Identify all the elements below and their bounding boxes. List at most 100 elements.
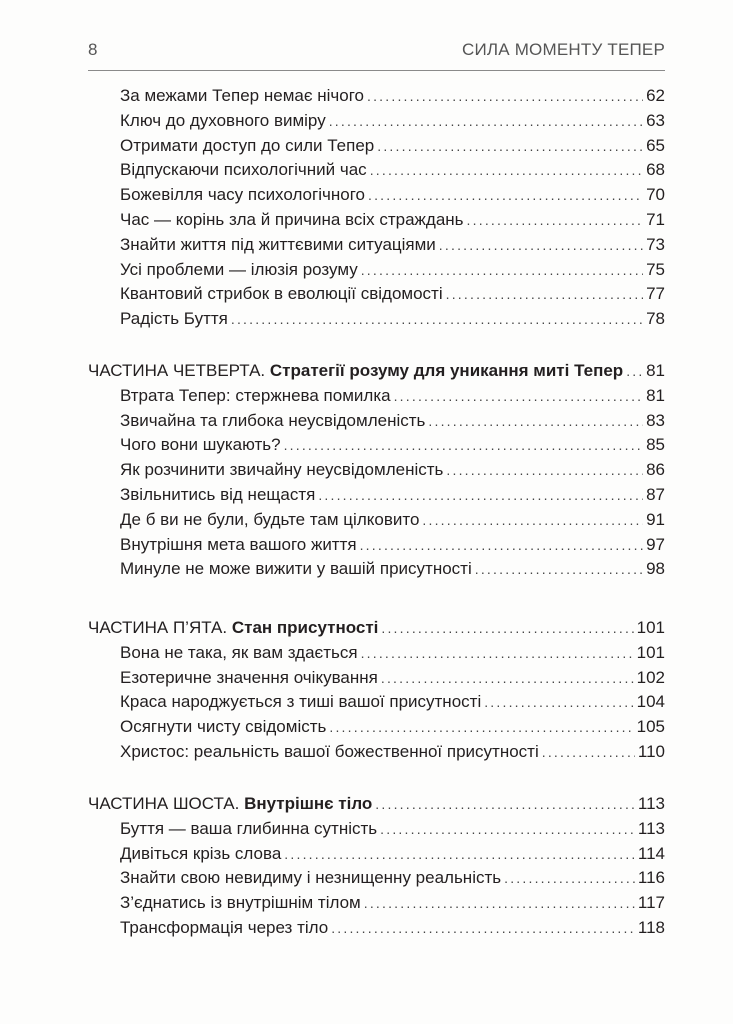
entry-title: З’єднатись із внутрішнім тілом: [120, 893, 361, 913]
toc-entry[interactable]: Езотеричне значення очікування 102: [88, 668, 665, 693]
dot-leader: [484, 694, 633, 710]
dot-leader: [361, 262, 643, 278]
dot-leader: [318, 487, 643, 503]
toc-entry[interactable]: Вона не така, як вам здається 101: [88, 643, 665, 668]
toc-entry[interactable]: Внутрішня мета вашого життя 97: [88, 535, 665, 560]
page-ref: 117: [637, 893, 665, 913]
page-ref: 83: [646, 410, 665, 430]
toc-entry[interactable]: За межами Тепер немає нічого 62: [88, 86, 665, 111]
dot-leader: [504, 870, 635, 886]
toc-entry[interactable]: Звільнитись від нещастя 87: [88, 485, 665, 510]
toc-entry[interactable]: Втрата Тепер: стержнева помилка 81: [88, 386, 665, 411]
entry-title: Буття — ваша глибинна сутність: [120, 818, 378, 838]
toc-entry[interactable]: Як розчинити звичайну неусвідомленість 86: [88, 460, 665, 485]
entry-title: Ключ до духовного виміру: [120, 110, 326, 130]
dot-leader: [284, 846, 635, 862]
dot-leader: [381, 670, 634, 686]
page-ref: 78: [646, 309, 665, 329]
entry-title: Звільнитись від нещастя: [120, 484, 316, 504]
dot-leader: [446, 462, 643, 478]
entry-title: Відпускаючи психологічний час: [120, 160, 367, 180]
entry-title: Езотеричне значення очікування: [120, 667, 378, 687]
page-ref: 86: [646, 460, 665, 480]
page-ref: 70: [646, 185, 665, 205]
dot-leader: [329, 719, 633, 735]
dot-leader: [370, 162, 643, 178]
page-ref: 118: [637, 917, 665, 937]
entry-title: Звичайна та глибока неусвідомленість: [120, 410, 426, 430]
toc-entry[interactable]: Звичайна та глибока неусвідомленість 83: [88, 411, 665, 436]
toc-entry[interactable]: Буття — ваша глибинна сутність 113: [88, 819, 665, 844]
dot-leader: [467, 212, 644, 228]
toc-entry[interactable]: Дивіться крізь слова 114: [88, 844, 665, 869]
entry-title: Втрата Тепер: стержнева помилка: [120, 385, 391, 405]
entry-title: Радість Буття: [120, 309, 228, 329]
page-number: 8: [88, 40, 98, 59]
page-ref: 114: [637, 843, 665, 863]
page-ref: 102: [636, 667, 665, 687]
toc-entry[interactable]: Радість Буття 78: [88, 309, 665, 334]
page-ref: 81: [646, 361, 665, 380]
entry-title: Квантовий стрибок в еволюції свідомості: [120, 284, 443, 304]
toc-entry[interactable]: Знайти життя під життєвими ситуаціями 73: [88, 235, 665, 260]
entry-title: Христос: реальність вашої божественної п…: [120, 741, 539, 761]
toc-section: ЧАСТИНА ЧЕТВЕРТА. Стратегії розуму для у…: [88, 361, 665, 584]
toc-entry[interactable]: Квантовий стрибок в еволюції свідомості 7…: [88, 284, 665, 309]
toc-entry[interactable]: Трансформація через тіло 118: [88, 918, 665, 943]
page-ref: 87: [646, 484, 665, 504]
dot-leader: [364, 895, 635, 911]
part-title: Стратегії розуму для уникання миті Тепер: [269, 361, 624, 380]
dot-leader: [331, 920, 635, 936]
part-title: Внутрішнє тіло: [244, 794, 373, 813]
toc-entry[interactable]: Усі проблеми — ілюзія розуму 75: [88, 260, 665, 285]
toc-entry[interactable]: Краса народжується з тиші вашої присутно…: [88, 692, 665, 717]
page-ref: 91: [646, 509, 665, 529]
toc-entry[interactable]: Знайти свою невидиму і незнищенну реальн…: [88, 868, 665, 893]
dot-leader: [361, 645, 634, 661]
dot-leader: [626, 363, 643, 379]
running-header: 8 СИЛА МОМЕНТУ ТЕПЕР: [88, 36, 665, 71]
entry-title: Божевілля часу психологічного: [120, 185, 365, 205]
part-label: ЧАСТИНА ШОСТА.: [88, 794, 240, 813]
entry-title: За межами Тепер немає нічого: [120, 86, 364, 105]
toc-section: ЧАСТИНА П’ЯТА. Стан присутності101Вона н…: [88, 618, 665, 767]
toc-entry[interactable]: Ключ до духовного виміру 63: [88, 111, 665, 136]
page-ref: 101: [636, 618, 665, 637]
entry-title: Внутрішня мета вашого життя: [120, 534, 357, 554]
entry-title: Трансформація через тіло: [120, 917, 329, 937]
dot-leader: [360, 537, 643, 553]
entry-title: Усі проблеми — ілюзія розуму: [120, 259, 358, 279]
toc-entry[interactable]: Час — корінь зла й причина всіх страждан…: [88, 210, 665, 235]
page-ref: 98: [646, 559, 665, 579]
part-label: ЧАСТИНА ЧЕТВЕРТА.: [88, 361, 266, 380]
page-ref: 81: [646, 385, 665, 405]
toc-entry[interactable]: Отримати доступ до сили Тепер 65: [88, 136, 665, 161]
entry-title: Чого вони шукають?: [120, 435, 281, 455]
toc-entry[interactable]: Христос: реальність вашої божественної п…: [88, 742, 665, 767]
toc-part-heading[interactable]: ЧАСТИНА П’ЯТА. Стан присутності 101: [88, 618, 665, 643]
toc-entry[interactable]: З’єднатись із внутрішнім тілом 117: [88, 893, 665, 918]
toc-entry[interactable]: Минуле не може вижити у вашій присутност…: [88, 559, 665, 584]
dot-leader: [380, 821, 635, 837]
part-title: Стан присутності: [231, 618, 379, 637]
toc-entry[interactable]: Божевілля часу психологічного 70: [88, 185, 665, 210]
page-ref: 110: [637, 741, 665, 761]
page-ref: 68: [646, 160, 665, 180]
page-ref: 105: [636, 717, 665, 737]
page-ref: 85: [646, 435, 665, 455]
page-ref: 101: [636, 642, 665, 662]
dot-leader: [368, 187, 643, 203]
page-ref: 65: [646, 135, 665, 155]
dot-leader: [422, 512, 643, 528]
toc-part-heading[interactable]: ЧАСТИНА ШОСТА. Внутрішнє тіло 113: [88, 794, 665, 819]
entry-title: Час — корінь зла й причина всіх страждан…: [120, 209, 464, 229]
toc-part-heading[interactable]: ЧАСТИНА ЧЕТВЕРТА. Стратегії розуму для у…: [88, 361, 665, 386]
toc-entry[interactable]: Осягнути чисту свідомість 105: [88, 717, 665, 742]
page-ref: 113: [637, 794, 665, 813]
toc-entry[interactable]: Відпускаючи психологічний час 68: [88, 160, 665, 185]
toc-entry[interactable]: Де б ви не були, будьте там цілковито 91: [88, 510, 665, 535]
toc-entry[interactable]: Чого вони шукають? 85: [88, 435, 665, 460]
part-label: ЧАСТИНА П’ЯТА.: [88, 618, 228, 637]
page-ref: 62: [646, 86, 665, 105]
